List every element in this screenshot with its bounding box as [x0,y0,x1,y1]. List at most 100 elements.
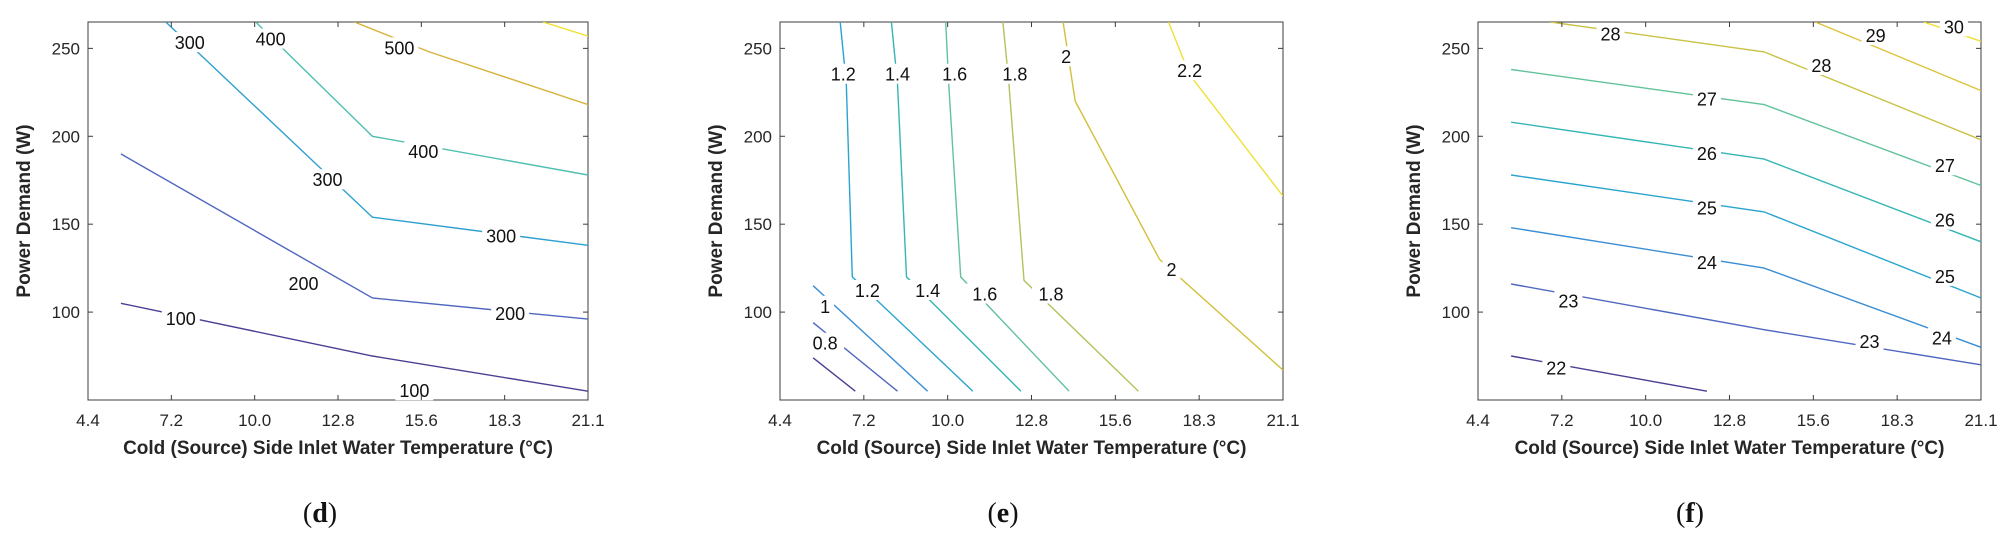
panel-caption: (f) [1676,498,1704,529]
contour-label: 1.6 [942,65,967,85]
contour-label-bg [251,28,290,49]
x-tick-label: 18.3 [1881,411,1914,430]
contour-label-bg [1861,25,1890,46]
contour-label-bg [1542,357,1571,378]
contour-label: 1.2 [831,65,856,85]
contour-label: 500 [384,38,414,58]
contour-line-400 [255,22,588,176]
x-tick-label: 21.1 [1964,411,1997,430]
contour-label-bg [161,308,200,329]
contour-label-bg [380,37,419,58]
x-tick-label: 7.2 [1550,411,1574,430]
panel-caption: (e) [987,498,1018,529]
contour-label: 400 [256,30,286,50]
y-tick-label: 250 [744,39,772,58]
x-axis-label: Cold (Source) Side Inlet Water Temperatu… [123,438,553,459]
contour-line-0-8 [812,357,856,392]
contour-line-1-4 [890,22,1022,392]
contour-label: 1.8 [1039,285,1064,305]
y-tick-label: 150 [52,215,80,234]
contour-line-100 [120,302,588,392]
contour-line-24 [1510,227,1981,348]
y-tick-label: 250 [52,39,80,58]
x-tick-label: 10.0 [238,411,271,430]
y-tick-label: 150 [1442,215,1470,234]
x-tick-label: 12.8 [1713,411,1746,430]
contour-label-bg [1032,283,1071,304]
contour-label-bg [491,302,530,323]
x-tick-label: 21.1 [571,411,604,430]
contour-label: 25 [1935,267,1955,287]
contour-label-bg [1692,197,1721,218]
contour-label-bg [1939,16,1968,37]
x-tick-label: 12.8 [1015,411,1048,430]
contour-line-25 [1510,174,1981,299]
plot-area [87,21,589,401]
chart-panel-d: 100 100 200 200 300 300 300 400 400 500 4.4 7.2 10.0… [14,21,605,529]
x-axis-label: Cold (Source) Side Inlet Water Temperatu… [1515,438,1945,459]
contour-label-bg [404,141,443,162]
contour-label: 1.8 [1002,65,1027,85]
contour-label: 22 [1546,358,1566,378]
x-tick-label: 15.6 [1797,411,1830,430]
plot-area [1477,21,1982,401]
chart-panel-f: 22 23 23 24 24 25 25 26 26 27 27 28 28 29 30 4.4 7.2 10.0… [1404,16,1998,529]
contour-label-bg [1162,258,1181,279]
y-tick-label: 100 [1442,303,1470,322]
contour-line-23 [1510,283,1981,366]
x-tick-label: 4.4 [1466,411,1490,430]
y-axis-label: Power Demand (W) [1404,124,1425,297]
x-tick-label: 10.0 [931,411,964,430]
contour-label: 200 [495,304,525,324]
panel-caption-letter: d [312,498,328,529]
x-tick-label: 10.0 [1629,411,1662,430]
contour-label-bg [935,63,974,84]
contour-label-bg [908,279,947,300]
y-tick-label: 200 [1442,127,1470,146]
y-axis-label: Power Demand (W) [14,124,35,297]
contour-label: 25 [1697,198,1717,218]
x-tick-label: 21.1 [1266,411,1299,430]
contour-label: 1 [820,297,830,317]
contour-label: 24 [1932,328,1952,348]
contour-label-bg [395,380,434,401]
x-axis-label: Cold (Source) Side Inlet Water Temperatu… [817,438,1247,459]
x-tick-label: 15.6 [1099,411,1132,430]
contour-label: 0.8 [813,334,838,354]
plot-area [779,21,1284,401]
contour-label-bg [1930,155,1959,176]
contour-label: 2.2 [1177,61,1202,81]
y-tick-label: 100 [52,303,80,322]
contour-label-bg [1170,60,1209,81]
contour-line-27 [1511,68,1981,187]
contour-label-bg [1807,54,1836,75]
y-tick-label: 100 [744,303,772,322]
contour-line-1-6 [945,22,1070,392]
contour-label: 2 [1061,47,1071,67]
contour-line-1-2 [839,22,974,392]
contour-label-bg [965,283,1004,304]
panel-caption-letter: e [997,498,1009,529]
x-tick-label: 18.3 [488,411,521,430]
x-tick-label: 18.3 [1183,411,1216,430]
contour-label: 300 [175,33,205,53]
contour-label-bg [806,332,845,353]
contour-label: 300 [486,226,516,246]
contour-label-bg [824,63,863,84]
contour-label: 27 [1697,89,1717,109]
contour-label-bg [878,63,917,84]
contour-label-bg [1057,46,1076,67]
contour-label-bg [170,32,209,53]
contour-line-500 [354,22,588,106]
contour-label: 200 [289,274,319,294]
x-tick-label: 7.2 [852,411,876,430]
contour-label-bg [1692,251,1721,272]
contour-label-bg [995,63,1034,84]
contour-label-bg [1927,327,1956,348]
contour-line-29 [1815,22,1981,92]
contour-label: 1.4 [885,65,910,85]
contour-label: 23 [1860,332,1880,352]
contour-label: 29 [1866,26,1886,46]
y-tick-label: 250 [1442,39,1470,58]
contour-label: 23 [1558,292,1578,312]
